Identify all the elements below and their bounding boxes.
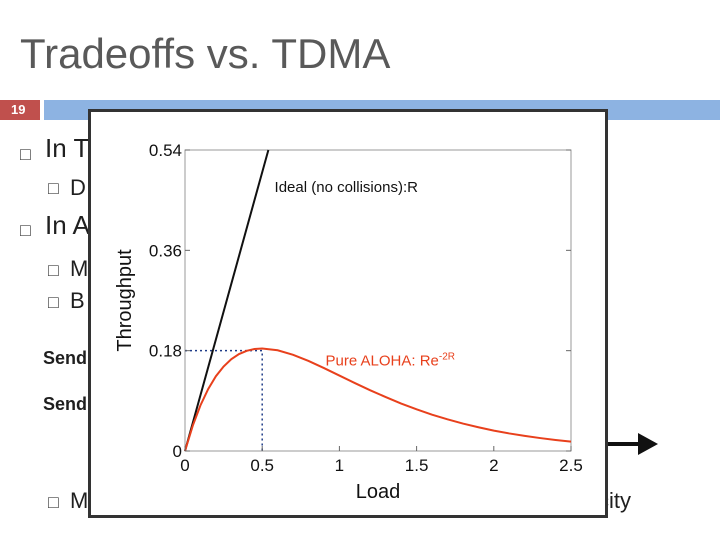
sub-bullet-text: B	[70, 288, 85, 313]
y-axis-label: Throughput	[114, 249, 136, 352]
bullet-glyph: □	[20, 144, 31, 164]
peak-guide-line	[185, 349, 263, 451]
slide-number-badge: 19	[0, 100, 40, 120]
series-layer	[184, 149, 572, 452]
throughput-chart-panel: 0 0.5 1 1.5 2 2.5 0 0.18 0.36 0.54 Ideal (no coll…	[88, 109, 608, 518]
sub-bullet-glyph: □	[48, 492, 59, 512]
aloha-series-line	[184, 347, 572, 452]
y-tick-label: 0	[173, 442, 182, 461]
x-tick-label: 1	[335, 456, 344, 475]
x-tick-label: 2.5	[559, 456, 583, 475]
slide-number: 19	[11, 102, 26, 117]
x-tick-label: 0.5	[250, 456, 274, 475]
slide-title: Tradeoffs vs. TDMA	[20, 30, 391, 77]
sub-bullet-glyph: □	[48, 260, 59, 280]
x-axis-label: Load	[356, 481, 401, 503]
peak-guides	[185, 349, 263, 451]
y-tick-label: 0.36	[149, 241, 182, 260]
sender-label: Send	[43, 394, 88, 414]
plot-area-border	[184, 149, 572, 452]
aloha-label-base: Pure ALOHA: Re	[326, 353, 439, 370]
sub-bullet-text: M	[70, 488, 89, 513]
bullet-text: In A	[45, 210, 90, 240]
sub-bullet-glyph: □	[48, 292, 59, 312]
y-tick-label: 0.54	[149, 141, 182, 160]
plot-frame	[184, 149, 572, 452]
tick-layer: 0 0.5 1 1.5 2 2.5 0 0.18 0.36 0.54	[149, 141, 583, 475]
sender-label: Send	[43, 348, 88, 368]
x-tick-label: 2	[489, 456, 498, 475]
bullet-text: In T	[45, 133, 90, 163]
sub-bullet-text: M	[70, 256, 89, 281]
ideal-series-label: Ideal (no collisions):R	[275, 179, 419, 196]
aloha-series-label: Pure ALOHA: Re-2R	[326, 352, 456, 370]
ideal-series-line	[184, 149, 270, 452]
x-tick-label: 1.5	[405, 456, 429, 475]
sub-bullet-text: D	[70, 175, 86, 200]
bullet-glyph: □	[20, 220, 31, 240]
y-tick-label: 0.18	[149, 342, 182, 361]
throughput-chart: 0 0.5 1 1.5 2 2.5 0 0.18 0.36 0.54 Ideal (no coll…	[114, 141, 583, 503]
sub-bullet-glyph: □	[48, 178, 59, 198]
x-tick-label: 0	[180, 456, 189, 475]
aloha-label-exponent: -2R	[439, 352, 455, 363]
